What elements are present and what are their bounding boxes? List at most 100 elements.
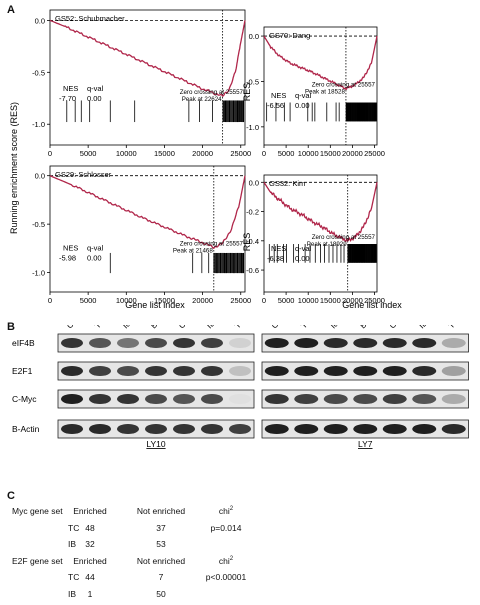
blot-band: [61, 365, 83, 377]
blot-band: [323, 423, 348, 435]
cell-not-enriched: 53: [156, 539, 166, 549]
plot-title: GS29: Schlosser: [55, 170, 112, 179]
cell-enriched: 32: [85, 539, 95, 549]
plot-title: GS70: Dang: [269, 31, 310, 40]
blot-ly7: Control TG-3μMIde-3μMBz-5nM Cfz-5nMIB TC LY7: [261, 325, 469, 449]
y-tick-label: 0.0: [35, 172, 45, 181]
y-tick-label: 0.0: [249, 32, 259, 41]
y-tick-label: -0.5: [32, 220, 45, 229]
blot-band: [264, 337, 289, 349]
blot-band: [61, 393, 83, 405]
blot-band: [117, 365, 139, 377]
table-row: TC 44 7 p<0.00001: [12, 572, 312, 589]
x-axis-label-left: Gene list index: [125, 300, 185, 310]
chi-square-table: Myc gene set Enriched Not enriched chi2 …: [12, 506, 312, 605]
zero-crossing-text: Zero crossing at 25557: [312, 234, 376, 241]
col-chi2: chi2: [218, 555, 234, 566]
x-tick-label: 20000: [342, 149, 363, 158]
x-tick-label: 5000: [278, 149, 295, 158]
blot-band: [412, 393, 437, 405]
panel-label-a: A: [7, 4, 15, 16]
x-tick-label: 5000: [278, 296, 295, 305]
nes-value: -6.38: [267, 254, 284, 263]
row-label: C-Myc: [12, 394, 37, 404]
enrichment-curve: [49, 19, 246, 97]
blot-band: [201, 423, 223, 435]
x-tick-label: 0: [262, 296, 266, 305]
lane-label: Bz-5nM: [358, 325, 384, 330]
peak-text: Peak at 22624: [182, 96, 222, 103]
y-tick-label: -0.4: [246, 237, 259, 246]
y-tick-label: -1.0: [246, 123, 259, 132]
lane-label: IB: [417, 325, 429, 330]
qval-value: 0.00: [295, 254, 310, 263]
x-tick-label: 10000: [116, 296, 137, 305]
panel-label-b: B: [7, 321, 15, 333]
blot-band: [173, 423, 195, 435]
lane-label: Bz-2nM: [149, 325, 175, 330]
cell-line-label: LY7: [358, 439, 373, 449]
y-tick-label: 0.0: [249, 178, 259, 187]
y-tick-label: -0.5: [32, 68, 45, 77]
gsea-plots: 0.0-0.5-1.00 5000 10000 15000 20000 25000GS52…: [9, 9, 402, 310]
blot-band: [323, 365, 348, 377]
nes-value: -5.98: [59, 253, 76, 262]
blot-band: [145, 337, 167, 349]
blot-band: [353, 365, 378, 377]
col-enriched: Enriched: [73, 506, 107, 516]
table-row: IB 32 53: [12, 539, 312, 556]
plot-frame: [49, 9, 246, 146]
peak-text: Peak at 18929: [307, 241, 347, 248]
nes-label: NES: [271, 91, 286, 100]
cell-enriched: 1: [87, 588, 93, 599]
cell-line-label: LY10: [146, 439, 165, 449]
blot-band: [353, 393, 378, 405]
table-header-myc: Myc gene set Enriched Not enriched chi2: [12, 506, 312, 523]
y-axis-label-top-right: RES: [242, 83, 252, 102]
blot-band: [145, 365, 167, 377]
blot-band: [173, 365, 195, 377]
col-not-enriched: Not enriched: [136, 555, 186, 566]
enrichment-curve: [263, 181, 378, 243]
blot-band: [382, 423, 407, 435]
blot-band: [441, 365, 466, 377]
western-blots: ControlTG-3μMIde-3μMBz-2nMCfz-2nMIBTCeIF…: [12, 325, 469, 449]
blot-band: [323, 393, 348, 405]
x-tick-label: 0: [48, 296, 52, 305]
blot-band: [412, 365, 437, 377]
x-tick-label: 20000: [342, 296, 363, 305]
blot-band: [89, 393, 111, 405]
qval-label: q-val: [87, 84, 104, 93]
lane-label: Control: [270, 325, 295, 330]
blot-band: [412, 423, 437, 435]
blot-band: [173, 393, 195, 405]
qval-label: q-val: [295, 244, 312, 253]
blot-ly10: ControlTG-3μMIde-3μMBz-2nMCfz-2nMIB TC eIF…: [12, 325, 255, 449]
x-tick-label: 15000: [320, 296, 341, 305]
nes-value: -6.56: [267, 101, 284, 110]
enrichment-curve: [263, 35, 378, 91]
y-tick-label: -1.0: [32, 120, 45, 129]
x-tick-label: 10000: [298, 149, 319, 158]
blot-band: [323, 337, 348, 349]
x-tick-label: 5000: [80, 149, 97, 158]
row-label: B-Actin: [12, 424, 40, 434]
row-label: IB: [68, 588, 77, 599]
blot-band: [229, 337, 251, 349]
y-tick-label: -1.0: [32, 269, 45, 278]
lane-label: Cfz-2nM: [177, 325, 205, 330]
row-label: eIF4B: [12, 338, 35, 348]
cell-enriched: 48: [85, 522, 95, 533]
row-label: TC: [68, 572, 80, 582]
blot-band: [61, 337, 83, 349]
blot-band: [89, 423, 111, 435]
plot-frame: [263, 174, 378, 293]
col-not-enriched: Not enriched: [136, 506, 186, 516]
x-tick-label: 20000: [192, 149, 213, 158]
plot-frame: [263, 26, 378, 146]
blot-band: [145, 423, 167, 435]
gsea-plot-schlosser: 0.0 -0.5 -1.0 0 5000 10000 15000 20000 25000 GS29…: [32, 165, 251, 305]
y-axis-label-bottom-right: RES: [242, 233, 252, 252]
x-tick-label: 25000: [364, 149, 385, 158]
